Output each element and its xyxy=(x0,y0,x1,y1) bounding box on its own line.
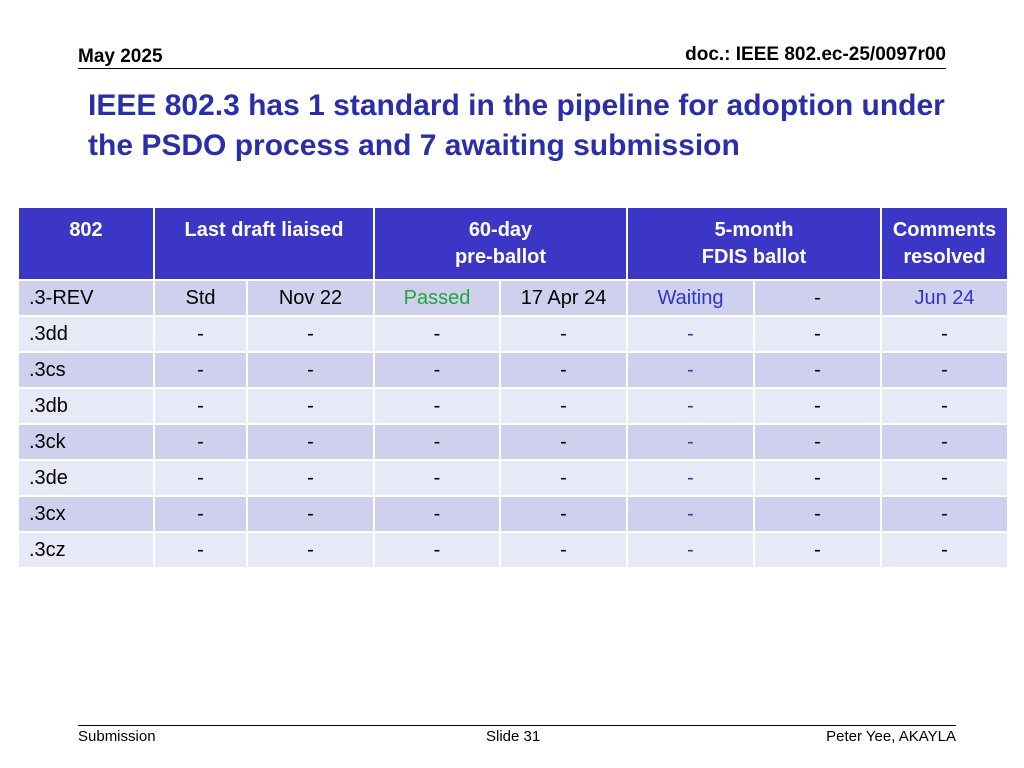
footer-slide-number: Slide 31 xyxy=(486,728,541,745)
preballot-date-cell: - xyxy=(499,495,628,533)
preballot-date-cell: - xyxy=(499,531,628,569)
slide-title: IEEE 802.3 has 1 standard in the pipelin… xyxy=(88,89,945,162)
fdis-status-cell: - xyxy=(626,423,755,461)
project-name: .3dd xyxy=(17,315,155,353)
project-name: .3cs xyxy=(17,351,155,389)
draft-cell: - xyxy=(153,387,248,425)
draft-date-cell: - xyxy=(246,459,375,497)
project-name: .3cx xyxy=(17,495,155,533)
project-name: .3ck xyxy=(17,423,155,461)
fdis-status-cell: - xyxy=(626,315,755,353)
header-last-draft: Last draft liaised xyxy=(153,206,375,281)
comments-cell: - xyxy=(880,387,1010,425)
fdis-status-cell: - xyxy=(626,495,755,533)
fdis-date-cell: - xyxy=(752,387,883,425)
draft-date-cell: - xyxy=(246,423,375,461)
draft-cell: - xyxy=(153,423,248,461)
table-row: .3-REV Std Nov 22 Passed 17 Apr 24 Waiti… xyxy=(17,279,1010,317)
table-row: .3cz - - - - - - - xyxy=(17,531,1010,569)
preballot-date-cell: - xyxy=(499,387,628,425)
preballot-status-cell: - xyxy=(373,495,501,533)
preballot-date-cell: - xyxy=(499,423,628,461)
preballot-status-cell: - xyxy=(373,459,501,497)
fdis-status-cell: Waiting xyxy=(626,279,755,317)
footer-submission: Submission xyxy=(78,728,156,745)
header-802: 802 xyxy=(17,206,155,281)
draft-date-cell: - xyxy=(246,351,375,389)
preballot-date-cell: - xyxy=(499,315,628,353)
draft-date-cell: - xyxy=(246,495,375,533)
preballot-date-cell: - xyxy=(499,351,628,389)
preballot-date-cell: 17 Apr 24 xyxy=(499,279,628,317)
header-divider xyxy=(78,68,946,69)
fdis-date-cell: - xyxy=(752,531,883,569)
comments-cell: - xyxy=(880,351,1010,389)
preballot-status-cell: Passed xyxy=(373,279,501,317)
table-row: .3ck - - - - - - - xyxy=(17,423,1010,461)
fdis-status-cell: - xyxy=(626,459,755,497)
preballot-status-cell: - xyxy=(373,531,501,569)
draft-cell: - xyxy=(153,315,248,353)
comments-cell: Jun 24 xyxy=(880,279,1010,317)
fdis-status-cell: - xyxy=(626,351,755,389)
comments-cell: - xyxy=(880,495,1010,533)
fdis-date-cell: - xyxy=(752,315,883,353)
draft-cell: - xyxy=(153,351,248,389)
preballot-status-cell: - xyxy=(373,351,501,389)
comments-cell: - xyxy=(880,531,1010,569)
preballot-date-cell: - xyxy=(499,459,628,497)
draft-date-cell: - xyxy=(246,531,375,569)
project-name: .3cz xyxy=(17,531,155,569)
preballot-status-cell: - xyxy=(373,315,501,353)
fdis-date-cell: - xyxy=(752,495,883,533)
fdis-date-cell: - xyxy=(752,459,883,497)
project-name: .3-REV xyxy=(17,279,155,317)
header-comments: Comments resolved xyxy=(880,206,1010,281)
table-header-row: 802 Last draft liaised 60-day pre-ballot … xyxy=(17,206,1010,281)
header-date: May 2025 xyxy=(78,46,163,67)
header-preballot: 60-day pre-ballot xyxy=(373,206,628,281)
project-name: .3de xyxy=(17,459,155,497)
fdis-date-cell: - xyxy=(752,279,883,317)
draft-cell: - xyxy=(153,495,248,533)
comments-cell: - xyxy=(880,459,1010,497)
draft-date-cell: - xyxy=(246,387,375,425)
header-fdis-ballot: 5-month FDIS ballot xyxy=(625,206,883,281)
preballot-status-cell: - xyxy=(373,423,501,461)
table-row: .3de - - - - - - - xyxy=(17,459,1010,497)
header-doc-id: doc.: IEEE 802.ec-25/0097r00 xyxy=(685,44,946,65)
footer-author: Peter Yee, AKAYLA xyxy=(826,728,956,745)
fdis-date-cell: - xyxy=(752,423,883,461)
draft-cell: Std xyxy=(153,279,248,317)
fdis-status-cell: - xyxy=(626,387,755,425)
table-row: .3cs - - - - - - - xyxy=(17,351,1010,389)
project-name: .3db xyxy=(17,387,155,425)
table-row: .3db - - - - - - - xyxy=(17,387,1010,425)
psdo-status-table: 802 Last draft liaised 60-day pre-ballot … xyxy=(17,206,1010,569)
fdis-status-cell: - xyxy=(626,531,755,569)
preballot-status-cell: - xyxy=(373,387,501,425)
draft-cell: - xyxy=(153,531,248,569)
footer-divider xyxy=(78,725,956,726)
draft-cell: - xyxy=(153,459,248,497)
comments-cell: - xyxy=(880,423,1010,461)
draft-date-cell: - xyxy=(246,315,375,353)
draft-date-cell: Nov 22 xyxy=(246,279,375,317)
table-row: .3dd - - - - - - - xyxy=(17,315,1010,353)
comments-cell: - xyxy=(880,315,1010,353)
fdis-date-cell: - xyxy=(752,351,883,389)
table-row: .3cx - - - - - - - xyxy=(17,495,1010,533)
